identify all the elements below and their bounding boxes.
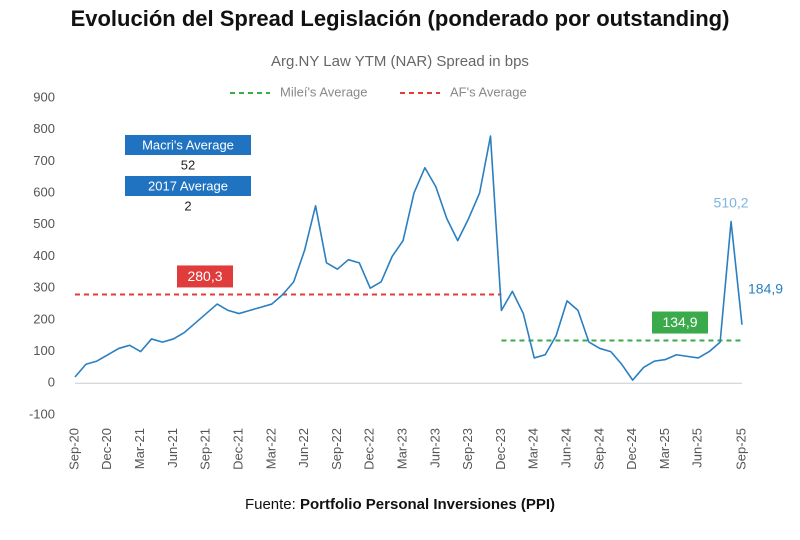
y-tick-label: 300 [33, 280, 55, 295]
x-tick-label: Jun-23 [427, 428, 442, 468]
x-tick-label: Mar-24 [526, 428, 541, 469]
reference-label-text: 134,9 [662, 314, 697, 330]
source: Fuente: Portfolio Personal Inversiones (… [245, 496, 555, 513]
y-tick-label: -100 [29, 406, 55, 421]
y-tick-label: 600 [33, 185, 55, 200]
x-tick-label: Dec-20 [99, 428, 114, 470]
annotation-value: 2 [184, 198, 191, 213]
x-tick-label: Mar-22 [263, 428, 278, 469]
reference-label-box [652, 311, 708, 334]
annotation-box [125, 135, 251, 155]
y-tick-label: 700 [33, 153, 55, 168]
x-tick-label: Sep-23 [460, 428, 475, 470]
annotation-label: 2017 Average [148, 178, 228, 193]
series-line [74, 135, 743, 381]
annotation-box [125, 176, 251, 196]
annotation-label: Macri's Average [142, 137, 234, 152]
chart-subtitle: Arg.NY Law YTM (NAR) Spread in bps [271, 53, 529, 70]
x-tick-label: Mar-25 [657, 428, 672, 469]
y-tick-label: 900 [33, 89, 55, 104]
reference-label-text: 280,3 [187, 268, 222, 284]
annotation-value: 52 [181, 157, 195, 172]
source-prefix: Fuente: [245, 496, 296, 513]
legend-label: Mileí's Average [280, 84, 368, 99]
value-label: 510,2 [714, 194, 749, 210]
x-tick-label: Sep-24 [591, 428, 606, 470]
x-tick-label: Jun-25 [690, 428, 705, 468]
source-name: Portfolio Personal Inversiones (PPI) [300, 496, 555, 513]
reference-label: 280,3 [177, 265, 233, 288]
x-tick-label: Jun-24 [558, 428, 573, 468]
x-tick-label: Sep-22 [329, 428, 344, 470]
x-tick-label: Jun-21 [165, 428, 180, 468]
legend-label: AF's Average [450, 84, 527, 99]
y-tick-label: 500 [33, 216, 55, 231]
x-tick-label: Sep-20 [66, 428, 81, 470]
x-tick-label: Dec-24 [624, 428, 639, 470]
x-tick-label: Dec-23 [493, 428, 508, 470]
x-tick-label: Mar-23 [394, 428, 409, 469]
value-label: 184,9 [748, 280, 783, 296]
y-tick-label: 200 [33, 311, 55, 326]
y-tick-label: 800 [33, 121, 55, 136]
reference-label-box [177, 265, 233, 288]
x-tick-label: Jun-22 [296, 428, 311, 468]
chart-title: Evolución del Spread Legislación (ponder… [71, 6, 730, 31]
y-tick-label: 0 [48, 375, 55, 390]
x-tick-label: Dec-22 [362, 428, 377, 470]
x-tick-label: Sep-21 [198, 428, 213, 470]
x-tick-label: Dec-21 [230, 428, 245, 470]
x-tick-label: Mar-21 [132, 428, 147, 469]
reference-label: 134,9 [652, 311, 708, 334]
y-tick-label: 100 [33, 343, 55, 358]
y-tick-label: 400 [33, 248, 55, 263]
x-tick-label: Sep-25 [733, 428, 748, 470]
